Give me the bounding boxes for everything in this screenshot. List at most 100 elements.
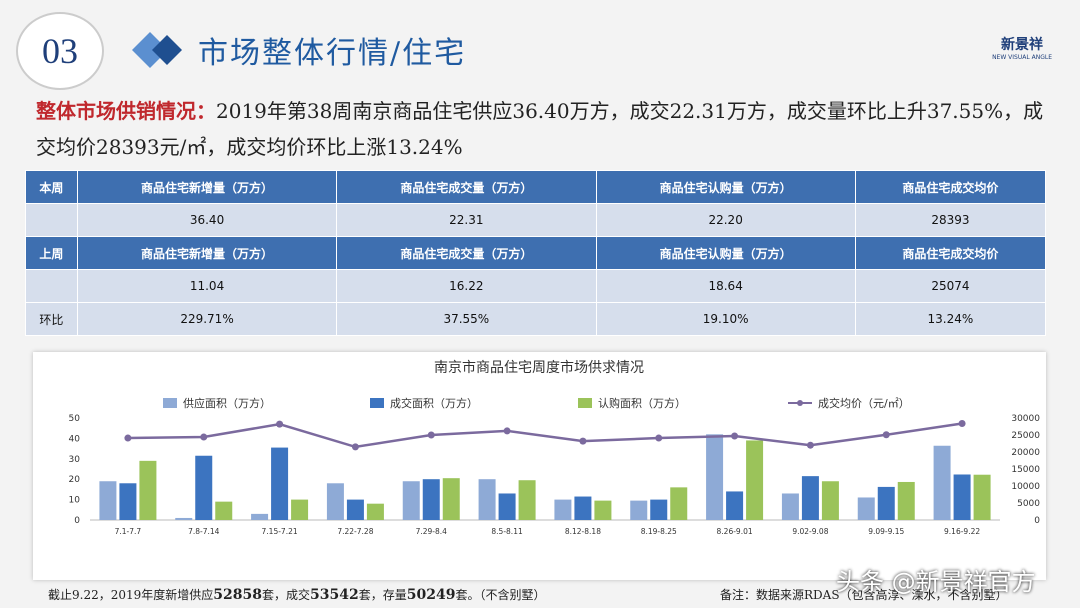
- cell: 商品住宅成交量（万方）: [336, 170, 597, 204]
- logo-text: 新景祥: [1001, 37, 1044, 53]
- bar: [442, 478, 460, 520]
- y2-tick-label: 5000: [1017, 499, 1040, 509]
- footer-segment: 套，成交: [261, 588, 310, 602]
- price-point: [351, 443, 359, 451]
- bar: [801, 476, 819, 520]
- cell: 本周: [25, 170, 78, 204]
- bar: [99, 481, 117, 520]
- bar: [366, 503, 384, 520]
- cell: 商品住宅认购量（万方）: [595, 236, 856, 270]
- cell: 商品住宅认购量（万方）: [595, 170, 856, 204]
- x-tick-label: 8.5-8.11: [491, 527, 523, 536]
- bar: [195, 455, 213, 520]
- bar: [821, 481, 839, 520]
- x-tick-label: 7.15-7.21: [262, 527, 298, 536]
- x-tick-label: 7.1-7.7: [115, 527, 142, 536]
- footer-segment: 套。（不含别墅）: [455, 588, 546, 602]
- price-point: [806, 441, 814, 449]
- legend-dot: [797, 400, 803, 406]
- y2-tick-label: 25000: [1011, 431, 1040, 441]
- bar: [933, 445, 951, 520]
- x-tick-label: 7.8-7.14: [188, 527, 220, 536]
- y-tick-label: 30: [69, 455, 81, 465]
- cell: [25, 269, 78, 303]
- x-tick-label: 7.22-7.28: [337, 527, 373, 536]
- bar: [670, 487, 688, 520]
- chart: 南京市商品住宅周度市场供求情况 0 10 20 30 40 50 0 5000 10000 150…: [69, 359, 1041, 536]
- footer-segment: 套，存量: [358, 588, 407, 602]
- y-tick-label: 50: [69, 414, 81, 424]
- x-tick-label: 7.29-8.4: [416, 527, 448, 536]
- bar: [650, 499, 668, 520]
- x-tick-label: 9.16-9.22: [944, 527, 980, 536]
- legend-swatch: [163, 398, 177, 408]
- cell: 25074: [854, 269, 1047, 303]
- x-tick-label: 9.09-9.15: [868, 527, 904, 536]
- summary: 整体市场供销情况：2019年第38周南京商品住宅供应36.40万方，成交22.3…: [36, 93, 1046, 165]
- y2-tick-label: 15000: [1011, 465, 1040, 475]
- x-tick-label: 8.12-8.18: [565, 527, 601, 536]
- chart-title: 南京市商品住宅周度市场供求情况: [434, 359, 644, 376]
- bar: [271, 447, 289, 520]
- footer-segment: 50249: [406, 587, 456, 603]
- data-table: 本周 商品住宅新增量（万方） 商品住宅成交量（万方） 商品住宅认购量（万方） 商品住宅成…: [25, 170, 1047, 336]
- x-tick-label: 9.02-9.08: [792, 527, 828, 536]
- bar: [574, 496, 592, 520]
- x-tick-label: 8.26-9.01: [717, 527, 753, 536]
- cell: 环比: [25, 302, 78, 336]
- bar: [877, 486, 895, 520]
- cell: 36.40: [76, 203, 338, 237]
- y2-tick-label: 20000: [1011, 448, 1040, 458]
- bar: [781, 493, 799, 520]
- legend-label: 供应面积（万方）: [183, 396, 271, 410]
- y2-tick-label: 10000: [1011, 482, 1040, 492]
- price-point: [124, 434, 132, 442]
- bar: [746, 440, 764, 520]
- legend-label: 认购面积（万方）: [598, 396, 686, 410]
- cell: 商品住宅成交量（万方）: [336, 236, 597, 270]
- bar: [478, 479, 496, 520]
- bar: [175, 517, 193, 520]
- bar: [291, 499, 309, 520]
- cell: 商品住宅新增量（万方）: [76, 170, 338, 204]
- legend-label: 成交均价（元/㎡）: [818, 396, 910, 410]
- legend-swatch: [370, 398, 384, 408]
- watermark: 头条 @新景祥官方: [836, 568, 1036, 596]
- chart-box: 南京市商品住宅周度市场供求情况 0 10 20 30 40 50 0 5000 10000 150…: [33, 352, 1046, 580]
- price-point: [958, 419, 966, 427]
- y-tick-label: 0: [74, 516, 80, 526]
- y-tick-label: 40: [69, 434, 81, 444]
- footer-note: 备注：数据来源RDAS（包含高淳、溧水，不含别墅）: [720, 588, 1008, 602]
- bar: [346, 499, 364, 520]
- bar: [139, 460, 157, 520]
- price-point: [655, 434, 663, 442]
- bar: [119, 483, 137, 520]
- bar: [630, 500, 648, 520]
- bar: [554, 499, 572, 520]
- page-title: 市场整体行情/住宅: [198, 36, 467, 71]
- price-point: [200, 433, 208, 441]
- y2-tick-label: 0: [1034, 516, 1040, 526]
- bar: [594, 500, 612, 520]
- cell: 18.64: [595, 269, 856, 303]
- summary-label: 整体市场供销情况：: [36, 99, 216, 123]
- price-point: [579, 437, 587, 445]
- cell: 16.22: [336, 269, 597, 303]
- bar: [518, 480, 536, 520]
- y-tick-label: 10: [69, 496, 81, 506]
- price-point: [882, 431, 890, 439]
- bar: [215, 501, 233, 520]
- cell: 28393: [854, 203, 1047, 237]
- legend-swatch: [578, 398, 592, 408]
- price-point: [276, 420, 284, 428]
- footer-segment: 52858: [213, 587, 262, 603]
- bar: [251, 513, 269, 520]
- cell: 229.71%: [76, 302, 338, 336]
- cell: 37.55%: [336, 302, 597, 336]
- diamond-icons: [132, 32, 182, 68]
- legend-label: 成交面积（万方）: [390, 396, 478, 410]
- price-point: [427, 431, 435, 439]
- price-point: [503, 427, 511, 435]
- cell: 商品住宅成交均价: [854, 236, 1047, 270]
